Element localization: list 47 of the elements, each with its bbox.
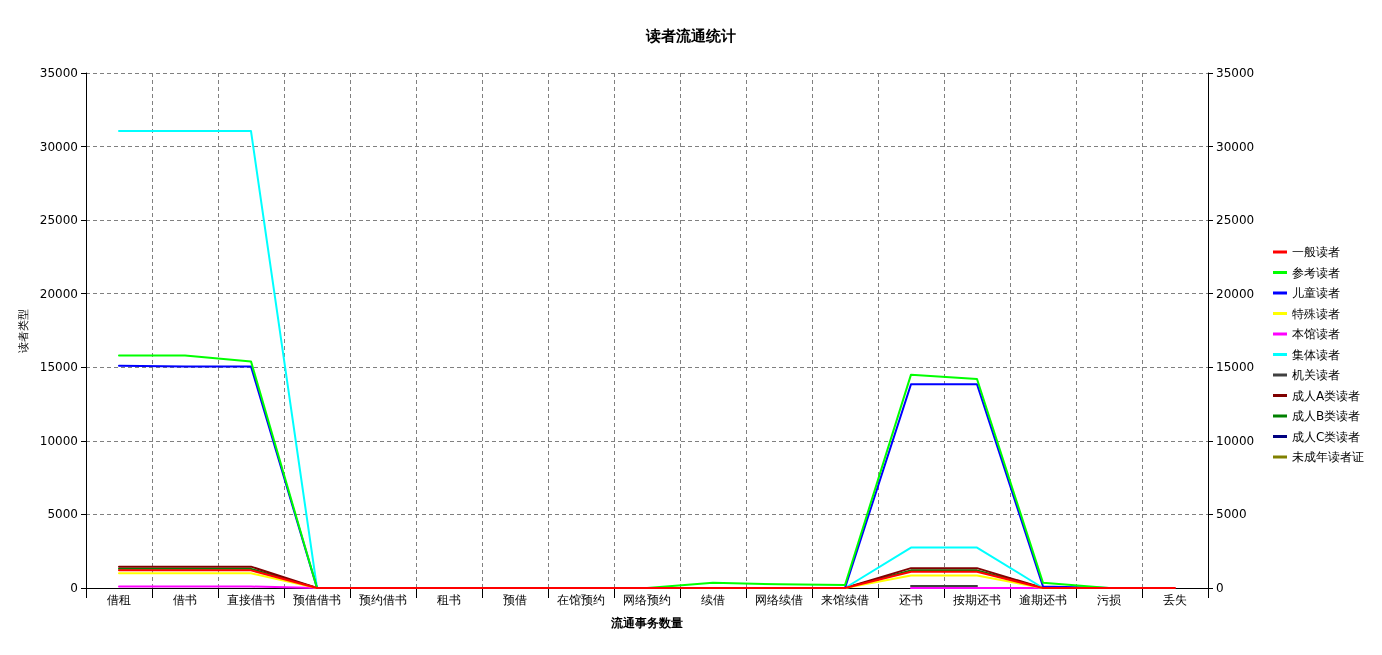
x-tick-label: 续借 — [701, 593, 725, 607]
y-tick-label: 20000 — [39, 286, 78, 301]
x-tick-label: 污损 — [1097, 593, 1121, 607]
y2-tick-label: 25000 — [1216, 213, 1255, 228]
legend-label: 儿童读者 — [1292, 286, 1340, 300]
legend-label: 一般读者 — [1292, 245, 1340, 259]
y-axis-title: 读者类型 — [16, 308, 30, 353]
y2-tick-label: 15000 — [1216, 360, 1255, 375]
x-tick-label: 借租 — [107, 593, 131, 607]
x-tick-label: 租书 — [437, 593, 461, 607]
y-tick-label: 10000 — [39, 433, 78, 448]
y2-tick-label: 35000 — [1216, 66, 1255, 80]
x-tick-label: 来馆续借 — [821, 593, 869, 607]
x-tick-label: 在馆预约 — [557, 593, 605, 607]
x-tick-label: 预借借书 — [293, 593, 341, 607]
y2-tick-label: 10000 — [1216, 433, 1255, 448]
y-tick-label: 15000 — [39, 360, 78, 375]
x-tick-label: 丢失 — [1163, 593, 1187, 607]
x-tick-label: 还书 — [899, 593, 923, 607]
x-axis-title: 流通事务数量 — [610, 616, 683, 630]
chart-title: 读者流通统计 — [645, 26, 736, 45]
legend-label: 集体读者 — [1292, 347, 1340, 362]
y2-tick-label: 20000 — [1216, 286, 1255, 301]
legend-label: 特殊读者 — [1292, 306, 1340, 321]
legend-label: 本馆读者 — [1292, 327, 1340, 341]
x-tick-label: 预借 — [503, 593, 527, 607]
x-tick-label: 逾期还书 — [1019, 593, 1067, 607]
x-tick-label: 预约借书 — [359, 593, 407, 607]
legend-label: 机关读者 — [1292, 368, 1340, 382]
x-tick-label: 直接借书 — [227, 593, 275, 607]
y2-tick-label: 5000 — [1216, 507, 1247, 522]
legend-label: 成人B类读者 — [1292, 409, 1361, 423]
y2-tick-label: 30000 — [1216, 139, 1255, 154]
legend-label: 成人A类读者 — [1292, 388, 1361, 403]
legend-label: 参考读者 — [1292, 265, 1340, 280]
y-tick-label: 30000 — [39, 139, 78, 154]
x-tick-label: 网络续借 — [755, 593, 803, 607]
y-tick-label: 35000 — [39, 66, 78, 80]
y-tick-label: 25000 — [39, 213, 78, 228]
legend-label: 未成年读者证 — [1292, 450, 1364, 464]
y-tick-label: 0 — [70, 581, 78, 595]
x-tick-label: 按期还书 — [953, 593, 1001, 607]
y-tick-label: 5000 — [47, 507, 78, 522]
y2-tick-label: 0 — [1216, 581, 1224, 595]
legend-label: 成人C类读者 — [1292, 429, 1361, 444]
x-tick-label: 网络预约 — [623, 593, 671, 607]
x-tick-label: 借书 — [173, 593, 197, 607]
